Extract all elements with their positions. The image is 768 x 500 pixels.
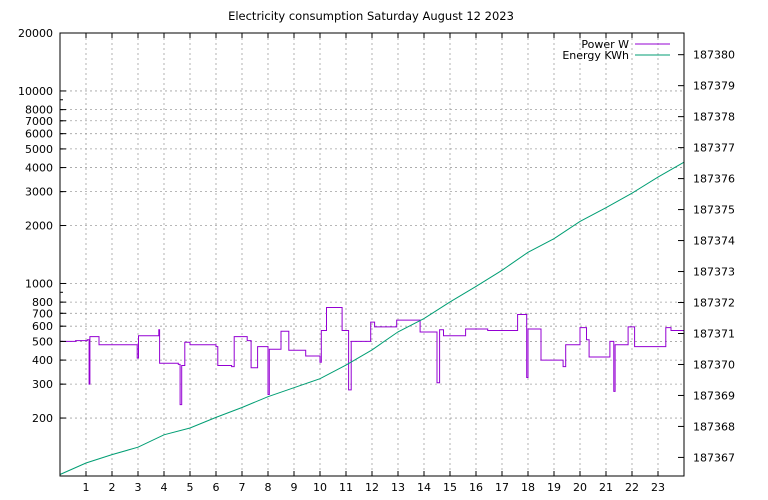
x-tick-label: 12 (365, 481, 379, 494)
y-left-tick-label: 20000 (18, 27, 53, 40)
x-tick-label: 5 (187, 481, 194, 494)
y-left-tick-label: 4000 (25, 162, 53, 175)
x-tick-label: 7 (239, 481, 246, 494)
x-tick-label: 15 (443, 481, 457, 494)
series-line-power (60, 307, 684, 406)
y-left-tick-label: 500 (32, 335, 53, 348)
y-left-tick-label: 8000 (25, 104, 53, 117)
y-left-tick-label: 5000 (25, 143, 53, 156)
series-line-energy (59, 161, 685, 475)
legend-label-energy: Energy KWh (562, 49, 629, 62)
y-right-tick-label: 187367 (693, 451, 735, 464)
y-right-tick-label: 187373 (693, 266, 735, 279)
y-right-tick-label: 187376 (693, 173, 735, 186)
y-right-tick-label: 187379 (693, 80, 735, 93)
x-tick-label: 9 (291, 481, 298, 494)
series-layer (59, 161, 685, 475)
y-right-tick-label: 187378 (693, 111, 735, 124)
y-left-tick-label: 6000 (25, 128, 53, 141)
y-left-tick-label: 10000 (18, 85, 53, 98)
y-right-tick-label: 187370 (693, 358, 735, 371)
x-tick-label: 17 (495, 481, 509, 494)
x-tick-label: 14 (417, 481, 431, 494)
legend-label-power: Power W (581, 38, 629, 51)
x-tick-label: 4 (161, 481, 168, 494)
y-left-tick-label: 7000 (25, 115, 53, 128)
y-left-tick-label: 1000 (25, 277, 53, 290)
x-tick-label: 21 (599, 481, 613, 494)
y-left-tick-label: 800 (32, 296, 53, 309)
y-left-tick-label: 600 (32, 320, 53, 333)
x-tick-label: 13 (391, 481, 405, 494)
x-tick-label: 11 (339, 481, 353, 494)
x-tick-label: 3 (135, 481, 142, 494)
y-right-tick-label: 187368 (693, 420, 735, 433)
y-right-tick-label: 187375 (693, 204, 735, 217)
y-right-tick-label: 187380 (693, 49, 735, 62)
x-tick-label: 23 (651, 481, 665, 494)
y-right-tick-label: 187377 (693, 142, 735, 155)
x-tick-label: 6 (213, 481, 220, 494)
y-left-tick-label: 300 (32, 378, 53, 391)
x-tick-label: 2 (109, 481, 116, 494)
x-tick-label: 1 (83, 481, 90, 494)
legend: Power W Energy KWh (562, 38, 670, 62)
x-tick-label: 10 (313, 481, 327, 494)
y-left-tick-label: 200 (32, 412, 53, 425)
x-tick-label: 16 (469, 481, 483, 494)
x-tick-label: 22 (625, 481, 639, 494)
y-right-tick-label: 187369 (693, 389, 735, 402)
x-tick-label: 19 (547, 481, 561, 494)
chart-title: Electricity consumption Saturday August … (228, 9, 514, 23)
x-tick-label: 20 (573, 481, 587, 494)
y-axis-right-ticks: 187367 187368 187369 187370 187371 187372 1873… (678, 49, 735, 464)
x-tick-label: 18 (521, 481, 535, 494)
y-right-tick-label: 187371 (693, 327, 735, 340)
y-right-tick-label: 187372 (693, 297, 735, 310)
y-left-tick-label: 2000 (25, 220, 53, 233)
y-left-tick-label: 700 (32, 307, 53, 320)
grid-lines (60, 33, 684, 476)
y-right-tick-label: 187374 (693, 235, 735, 248)
x-axis-ticks: 1 2 3 4 5 6 7 8 9 10 11 12 13 14 15 16 17 18 19 20 21 22 23 (83, 33, 665, 494)
y-left-tick-label: 400 (32, 354, 53, 367)
y-left-tick-label: 3000 (25, 186, 53, 199)
x-tick-label: 8 (265, 481, 272, 494)
